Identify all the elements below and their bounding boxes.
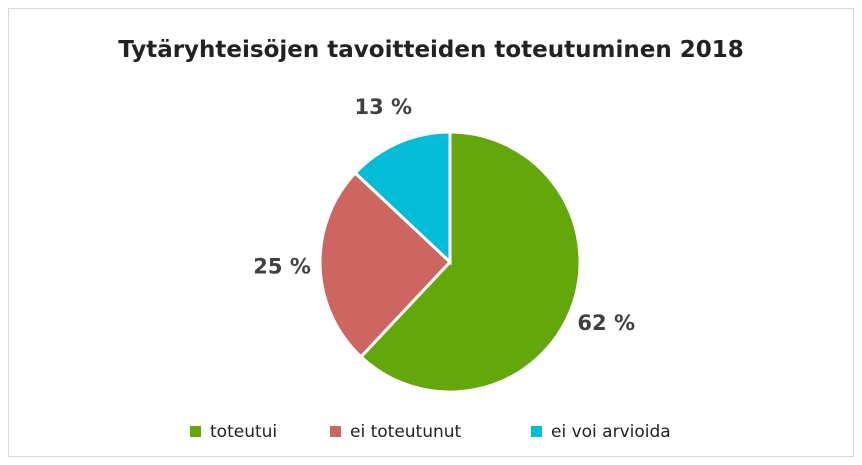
legend-swatch [330, 426, 341, 437]
pie-slice [318, 170, 453, 359]
pie-slice [353, 130, 452, 266]
data-label: 25 % [253, 254, 311, 278]
chart-border [8, 8, 854, 457]
legend-swatch [190, 426, 201, 437]
chart-title: Tytäryhteisöjen tavoitteiden toteutumine… [118, 37, 744, 63]
legend-label: ei voi arvioida [551, 422, 671, 442]
pie-slice [358, 130, 582, 394]
legend-swatch [531, 426, 542, 437]
legend-label: ei toteutunut [350, 422, 462, 442]
data-label: 13 % [354, 95, 412, 119]
data-label: 62 % [577, 311, 635, 335]
legend-label: toteutui [210, 422, 277, 442]
